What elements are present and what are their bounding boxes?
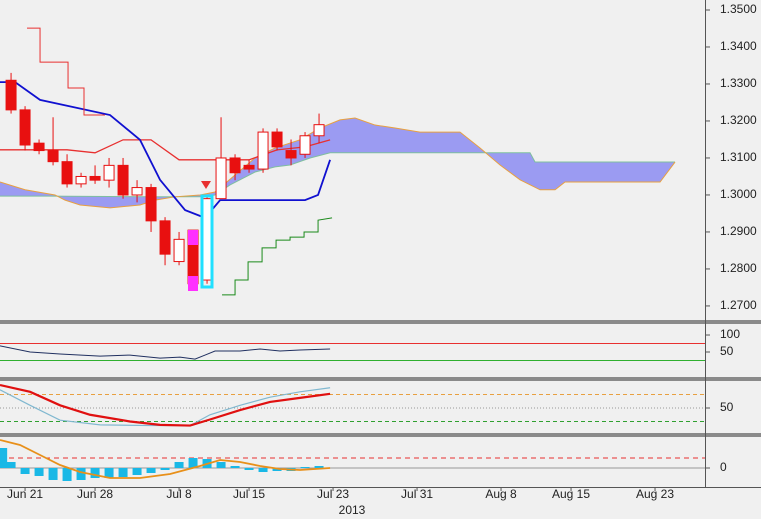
candle-body xyxy=(33,142,45,152)
x-tick-label: Jul 8 xyxy=(166,487,192,501)
signal-marker xyxy=(201,181,211,189)
y-tick-label: 1.2700 xyxy=(720,298,757,312)
candle-body xyxy=(103,164,115,181)
series-line xyxy=(0,117,676,209)
histogram-bar xyxy=(160,468,170,470)
pane xyxy=(0,27,676,296)
candle-body xyxy=(117,164,129,196)
pane-separator xyxy=(0,377,761,381)
histogram-bar xyxy=(48,468,58,480)
x-tick-label: Aug 15 xyxy=(552,487,590,501)
histogram-bar xyxy=(132,468,142,475)
y-tick-label: 1.3100 xyxy=(720,150,757,164)
candle-body xyxy=(145,187,157,222)
histogram-bar xyxy=(118,468,128,477)
x-tick-label: Aug 23 xyxy=(636,487,674,501)
x-tick-label: Jul 15 xyxy=(233,487,265,501)
candle-body xyxy=(75,175,87,185)
candle-body xyxy=(271,131,283,148)
histogram-bar xyxy=(90,468,100,478)
x-tick-label: Jun 21 xyxy=(7,487,43,501)
histogram-bar xyxy=(272,468,282,471)
y-tick-label: 1.3000 xyxy=(720,187,757,201)
histogram-bar xyxy=(188,458,198,468)
y-tick-label: 100 xyxy=(720,327,740,341)
candle-body xyxy=(159,220,171,255)
histogram-bar xyxy=(6,462,16,468)
cloud-fill xyxy=(0,118,676,208)
histogram-bar xyxy=(300,467,310,468)
histogram-bar xyxy=(76,468,86,480)
pane xyxy=(0,439,705,481)
highlight xyxy=(200,194,214,289)
candle-body xyxy=(243,164,255,170)
highlight xyxy=(188,230,198,245)
histogram-bar xyxy=(20,468,30,474)
candle-body xyxy=(215,157,227,200)
series-line xyxy=(0,345,331,360)
series-line xyxy=(0,383,331,427)
pane xyxy=(0,343,705,362)
series-line xyxy=(0,81,331,219)
x-tick-label: Jul 23 xyxy=(317,487,349,501)
series-line xyxy=(0,439,331,479)
candle-body xyxy=(47,150,59,163)
y-tick-label: 0 xyxy=(720,460,727,474)
histogram-bar xyxy=(146,468,156,473)
candle-body xyxy=(257,131,269,170)
candle-body xyxy=(285,150,297,159)
x-tick-label: Jun 28 xyxy=(77,487,113,501)
candle-body xyxy=(173,238,185,263)
histogram-bar xyxy=(230,466,240,468)
histogram-bar xyxy=(62,468,72,481)
y-tick-label: 1.2800 xyxy=(720,261,757,275)
candle-body xyxy=(299,135,311,155)
pattern-highlights xyxy=(188,181,214,291)
histogram-bar xyxy=(258,468,268,472)
pane-separator xyxy=(0,320,761,324)
histogram-bar xyxy=(34,468,44,476)
y-tick-label: 1.3300 xyxy=(720,76,757,90)
histogram-bar xyxy=(0,448,8,468)
x-tick-label: Jul 31 xyxy=(401,487,433,501)
y-tick-label: 1.3200 xyxy=(720,113,757,127)
x-axis-title: 2013 xyxy=(339,503,366,517)
frame xyxy=(0,0,761,488)
y-tick-label: 50 xyxy=(720,400,734,414)
y-tick-label: 1.3500 xyxy=(720,2,757,16)
candle-body xyxy=(229,157,241,174)
series-line xyxy=(27,27,105,116)
series-line xyxy=(222,217,333,296)
pane-separator xyxy=(0,433,761,437)
histogram-bar xyxy=(314,466,324,468)
candle-body xyxy=(313,124,325,137)
histogram-bar xyxy=(244,468,254,470)
histogram-bar xyxy=(174,462,184,468)
highlight xyxy=(188,276,198,291)
y-tick-label: 1.3400 xyxy=(720,39,757,53)
candle-body xyxy=(89,175,101,181)
y-tick-label: 1.2900 xyxy=(720,224,757,238)
candle-body xyxy=(19,109,31,146)
y-tick-label: 50 xyxy=(720,344,734,358)
candle-body xyxy=(131,187,143,196)
histogram-bar xyxy=(216,462,226,468)
candle-body xyxy=(5,79,17,111)
x-tick-label: Aug 8 xyxy=(485,487,517,501)
candle-body xyxy=(61,161,73,185)
pane xyxy=(0,383,705,427)
histogram-bar xyxy=(104,468,114,478)
